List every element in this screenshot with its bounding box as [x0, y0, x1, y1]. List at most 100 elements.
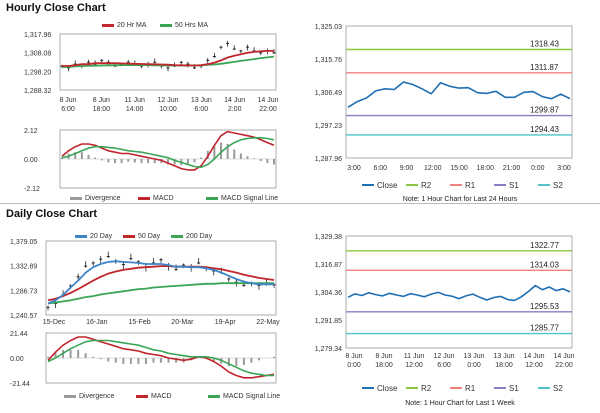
- hourly-pivot-xtick: 0:00: [531, 165, 545, 172]
- hourly-price-xtick: 13 Jun: [191, 97, 212, 104]
- daily-pivot-xtick: 6:00: [437, 362, 451, 369]
- hourly-pivot-ytick: 1,306.49: [315, 90, 342, 97]
- hourly-price-xtick: 14 Jun: [257, 97, 278, 104]
- hourly-pivot-xtick: 9:00: [400, 165, 414, 172]
- daily-pivot-close-line: [347, 284, 571, 302]
- daily-section-title: Daily Close Chart: [6, 208, 98, 220]
- hourly-price-frame: [59, 33, 277, 91]
- hourly-price-xtick: 8 Jun: [59, 97, 76, 104]
- hourly-macd-legend-swatch: [138, 197, 150, 200]
- daily-ma20-line: [47, 260, 274, 305]
- hourly-pivot-xtick: 15:00: [450, 165, 468, 172]
- hourly-pivot-ytick: 1,315.76: [315, 57, 342, 64]
- hourly-pivot-note: Note: 1 Hour Chart for Last 24 Hours: [403, 196, 518, 203]
- hourly-macd-ytick: 0.00: [24, 157, 38, 164]
- daily-price-xtick: 22-May: [256, 319, 280, 326]
- hourly-price-xtick: 18:00: [93, 106, 111, 113]
- daily-price-xtick: 20-Mar: [171, 319, 194, 326]
- hourly-signal-line: [61, 137, 275, 168]
- hourly-macd-legend-label: MACD Signal Line: [221, 195, 278, 202]
- hourly-pivot-xtick: 3:00: [557, 165, 571, 172]
- hourly-pivot-xtick: 18:00: [476, 165, 494, 172]
- daily-pivot-xtick: 18:00: [495, 362, 513, 369]
- hourly-price-ytick: 1,298.20: [24, 69, 51, 76]
- daily-pivot-ytick: 1,329.38: [315, 234, 342, 241]
- daily-price-legend-label: 20 Day: [90, 233, 113, 240]
- daily-pivot-xtick: 14 Jun: [553, 353, 574, 360]
- daily-pivot-legend-label: Close: [377, 384, 398, 393]
- hourly-pivot-close-line: [347, 81, 571, 108]
- hourly-macd-ytick: 2.12: [24, 128, 38, 135]
- hourly-pivot-legend-label: S1: [509, 181, 519, 190]
- hourly-macd-legend-swatch: [70, 197, 82, 200]
- hourly-price-xtick: 22:00: [259, 106, 277, 113]
- daily-pivot-xtick: 13 Jun: [493, 353, 514, 360]
- hourly-pivot-legend-label: R2: [421, 181, 432, 190]
- daily-price-xtick: 15-Dec: [43, 319, 66, 326]
- hourly-price-xtick: 6:00: [61, 106, 75, 113]
- hourly-macd-legend-label: MACD: [153, 195, 174, 202]
- daily-pivot-xtick: 14 Jun: [523, 353, 544, 360]
- daily-pivot-ytick: 1,316.87: [315, 262, 342, 269]
- daily-price-legend-label: 50 Day: [138, 233, 161, 240]
- daily-pivot-frame: [345, 235, 573, 349]
- hourly-level-label-r1: 1311.87: [530, 63, 559, 72]
- hourly-price-ytick: 1,308.08: [24, 51, 51, 58]
- daily-pivot-ytick: 1,291.85: [315, 318, 342, 325]
- hourly-price-legend-label: 20 Hr MA: [117, 22, 147, 29]
- daily-price-legend-swatch: [123, 235, 135, 238]
- hourly-pivot-ytick: 1,297.23: [315, 123, 342, 130]
- hourly-price-xtick: 14 Jun: [224, 97, 245, 104]
- hourly-pivot-ytick: 1,287.96: [315, 156, 342, 163]
- hourly-price-legend-swatch: [160, 24, 172, 27]
- hourly-price-xtick: 10:00: [159, 106, 177, 113]
- daily-pivot-xtick: 12:00: [405, 362, 423, 369]
- daily-level-label-r1: 1314.03: [530, 260, 559, 269]
- section-divider: [0, 203, 600, 204]
- daily-macd-legend-label: Divergence: [79, 393, 115, 400]
- daily-pivot-xtick: 8 Jun: [375, 353, 392, 360]
- hourly-level-label-s1: 1299.87: [530, 106, 559, 115]
- daily-pivot-xtick: 8 Jun: [345, 353, 362, 360]
- daily-price-xtick: 16-Jan: [86, 319, 108, 326]
- hourly-price-xtick: 8 Jun: [93, 97, 110, 104]
- hourly-pivot-xtick: 6:00: [373, 165, 387, 172]
- hourly-ma20-line: [62, 50, 274, 67]
- daily-price-ytick: 1,379.05: [10, 239, 37, 246]
- daily-ma50-line: [47, 265, 275, 302]
- daily-level-label-s1: 1295.53: [530, 302, 559, 311]
- daily-pivot-legend-label: S2: [553, 384, 563, 393]
- hourly-macd-legend-label: Divergence: [85, 195, 121, 202]
- daily-pivot-xtick: 12:00: [525, 362, 543, 369]
- hourly-pivot-legend-label: Close: [377, 181, 398, 190]
- daily-signal-line: [47, 339, 274, 377]
- hourly-macd-ytick: -2.12: [24, 186, 40, 193]
- daily-price-ytick: 1,240.57: [10, 313, 37, 320]
- daily-macd-ytick: -21.44: [10, 381, 30, 388]
- daily-macd-line: [47, 336, 275, 379]
- daily-pivot-xtick: 22:00: [555, 362, 573, 369]
- daily-pivot-legend-label: S1: [509, 384, 519, 393]
- hourly-price-legend-swatch: [102, 24, 114, 27]
- hourly-price-xtick: 12 Jun: [157, 97, 178, 104]
- hourly-pivot-xtick: 21:00: [503, 165, 521, 172]
- daily-pivot-xtick: 18:00: [375, 362, 393, 369]
- daily-price-xtick: 15-Feb: [129, 319, 151, 326]
- daily-pivot-ytick: 1,279.34: [315, 346, 342, 353]
- daily-price-legend-swatch: [171, 235, 183, 238]
- hourly-price-legend-label: 50 Hrs MA: [175, 22, 208, 29]
- daily-price-ytick: 1,332.89: [10, 264, 37, 271]
- hourly-pivot-ytick: 1,325.03: [315, 24, 342, 31]
- hourly-price-xtick: 14:00: [126, 106, 144, 113]
- daily-pivot-legend-label: R1: [465, 384, 476, 393]
- hourly-price-xtick: 11 Jun: [124, 97, 145, 104]
- daily-pivot-legend-label: R2: [421, 384, 432, 393]
- daily-macd-legend-label: MACD: [151, 393, 172, 400]
- hourly-pivot-legend-label: S2: [553, 181, 563, 190]
- hourly-price-ytick: 1,288.32: [24, 88, 51, 95]
- daily-pivot-xtick: 0:00: [347, 362, 361, 369]
- hourly-section-title: Hourly Close Chart: [6, 2, 106, 14]
- daily-pivot-xtick: 11 Jun: [404, 353, 425, 360]
- daily-pivot-note: Note: 1 Hour Chart for Last 1 Week: [405, 400, 515, 407]
- hourly-pivot-legend-label: R1: [465, 181, 476, 190]
